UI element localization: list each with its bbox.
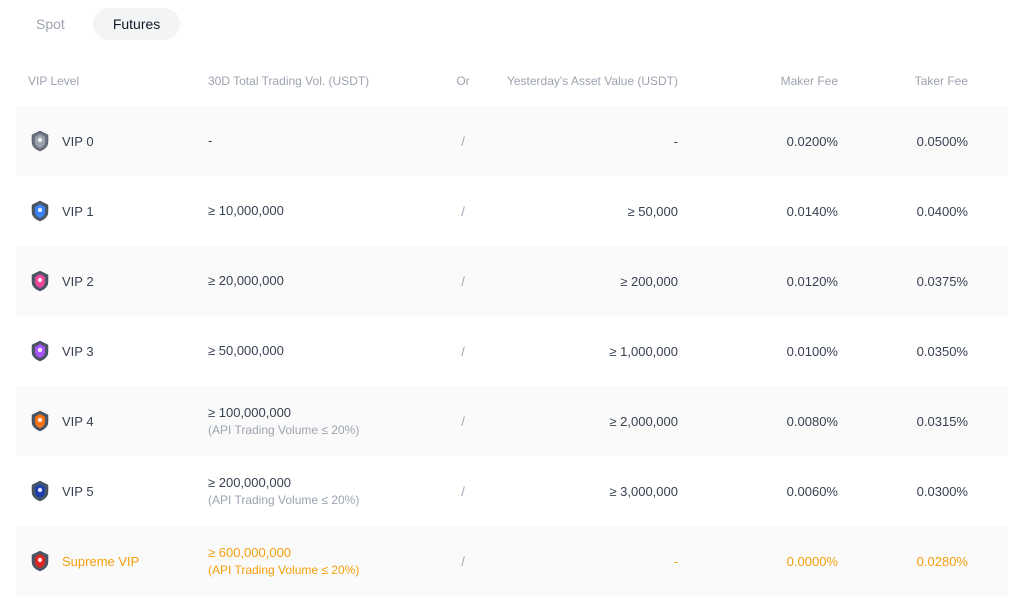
vip-label: VIP 4 — [62, 414, 94, 429]
volume-value: - — [208, 132, 428, 150]
cell-volume: ≥ 200,000,000 (API Trading Volume ≤ 20%) — [208, 474, 428, 509]
cell-or: / — [428, 554, 498, 569]
col-volume: 30D Total Trading Vol. (USDT) — [208, 74, 428, 88]
volume-sub: (API Trading Volume ≤ 20%) — [208, 562, 428, 579]
cell-asset: ≥ 2,000,000 — [498, 414, 708, 429]
col-taker: Taker Fee — [838, 74, 968, 88]
volume-sub: (API Trading Volume ≤ 20%) — [208, 422, 428, 439]
vip-label: VIP 0 — [62, 134, 94, 149]
cell-taker: 0.0400% — [838, 204, 968, 219]
col-vip-level: VIP Level — [28, 74, 208, 88]
vip-badge-icon — [28, 339, 52, 363]
table-row[interactable]: VIP 5 ≥ 200,000,000 (API Trading Volume … — [16, 456, 1008, 526]
cell-maker: 0.0120% — [708, 274, 838, 289]
vip-label: VIP 5 — [62, 484, 94, 499]
cell-asset: ≥ 3,000,000 — [498, 484, 708, 499]
tab-spot[interactable]: Spot — [16, 8, 85, 40]
table-row[interactable]: VIP 4 ≥ 100,000,000 (API Trading Volume … — [16, 386, 1008, 456]
cell-vip-level: VIP 3 — [28, 339, 208, 363]
cell-taker: 0.0280% — [838, 554, 968, 569]
volume-value: ≥ 100,000,000 — [208, 404, 428, 422]
cell-or: / — [428, 344, 498, 359]
cell-vip-level: Supreme VIP — [28, 549, 208, 573]
col-asset: Yesterday's Asset Value (USDT) — [498, 74, 708, 88]
cell-volume: ≥ 20,000,000 — [208, 272, 428, 290]
vip-badge-icon — [28, 199, 52, 223]
cell-volume: ≥ 50,000,000 — [208, 342, 428, 360]
cell-maker: 0.0080% — [708, 414, 838, 429]
cell-taker: 0.0315% — [838, 414, 968, 429]
cell-or: / — [428, 484, 498, 499]
cell-volume: ≥ 100,000,000 (API Trading Volume ≤ 20%) — [208, 404, 428, 439]
volume-sub: (API Trading Volume ≤ 20%) — [208, 492, 428, 509]
cell-taker: 0.0375% — [838, 274, 968, 289]
cell-or: / — [428, 414, 498, 429]
cell-volume: ≥ 10,000,000 — [208, 202, 428, 220]
cell-vip-level: VIP 0 — [28, 129, 208, 153]
table-row[interactable]: VIP 0 - / - 0.0200% 0.0500% — [16, 106, 1008, 176]
table-row[interactable]: VIP 1 ≥ 10,000,000 / ≥ 50,000 0.0140% 0.… — [16, 176, 1008, 246]
cell-vip-level: VIP 5 — [28, 479, 208, 503]
vip-label: VIP 3 — [62, 344, 94, 359]
tab-futures[interactable]: Futures — [93, 8, 180, 40]
cell-vip-level: VIP 4 — [28, 409, 208, 433]
vip-label: VIP 1 — [62, 204, 94, 219]
vip-label: Supreme VIP — [62, 554, 139, 569]
vip-badge-icon — [28, 479, 52, 503]
volume-value: ≥ 50,000,000 — [208, 342, 428, 360]
cell-maker: 0.0100% — [708, 344, 838, 359]
cell-asset: ≥ 1,000,000 — [498, 344, 708, 359]
cell-volume: ≥ 600,000,000 (API Trading Volume ≤ 20%) — [208, 544, 428, 579]
cell-or: / — [428, 204, 498, 219]
table-header: VIP Level 30D Total Trading Vol. (USDT) … — [16, 56, 1008, 106]
volume-value: ≥ 20,000,000 — [208, 272, 428, 290]
table-row[interactable]: Supreme VIP ≥ 600,000,000 (API Trading V… — [16, 526, 1008, 596]
volume-value: ≥ 10,000,000 — [208, 202, 428, 220]
table-row[interactable]: VIP 2 ≥ 20,000,000 / ≥ 200,000 0.0120% 0… — [16, 246, 1008, 316]
cell-maker: 0.0200% — [708, 134, 838, 149]
table-row[interactable]: VIP 3 ≥ 50,000,000 / ≥ 1,000,000 0.0100%… — [16, 316, 1008, 386]
cell-vip-level: VIP 1 — [28, 199, 208, 223]
cell-asset: ≥ 50,000 — [498, 204, 708, 219]
cell-vip-level: VIP 2 — [28, 269, 208, 293]
vip-label: VIP 2 — [62, 274, 94, 289]
vip-badge-icon — [28, 129, 52, 153]
cell-volume: - — [208, 132, 428, 150]
cell-maker: 0.0140% — [708, 204, 838, 219]
vip-badge-icon — [28, 549, 52, 573]
cell-taker: 0.0350% — [838, 344, 968, 359]
cell-maker: 0.0000% — [708, 554, 838, 569]
fee-table: VIP Level 30D Total Trading Vol. (USDT) … — [16, 56, 1008, 596]
cell-taker: 0.0500% — [838, 134, 968, 149]
cell-asset: ≥ 200,000 — [498, 274, 708, 289]
vip-badge-icon — [28, 269, 52, 293]
vip-badge-icon — [28, 409, 52, 433]
col-or: Or — [428, 74, 498, 88]
col-maker: Maker Fee — [708, 74, 838, 88]
cell-asset: - — [498, 134, 708, 149]
cell-or: / — [428, 274, 498, 289]
market-tabs: Spot Futures — [16, 0, 1008, 56]
cell-or: / — [428, 134, 498, 149]
volume-value: ≥ 600,000,000 — [208, 544, 428, 562]
cell-maker: 0.0060% — [708, 484, 838, 499]
cell-taker: 0.0300% — [838, 484, 968, 499]
volume-value: ≥ 200,000,000 — [208, 474, 428, 492]
cell-asset: - — [498, 554, 708, 569]
